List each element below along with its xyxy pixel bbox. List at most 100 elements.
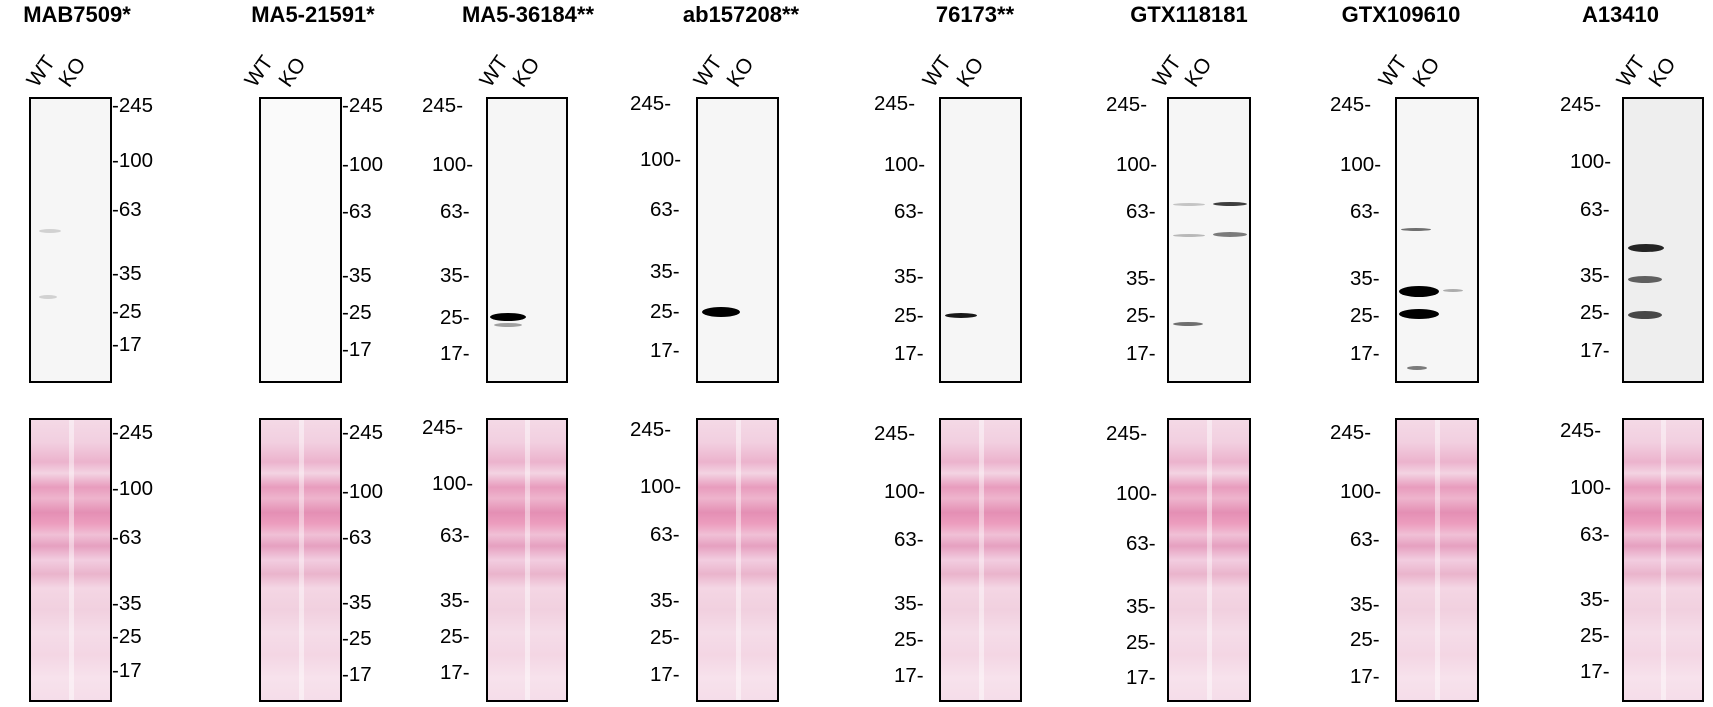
mw-marker: -35	[112, 262, 142, 285]
mw-marker: 245-	[422, 94, 464, 117]
mw-marker: 63-	[650, 198, 680, 221]
mw-marker: 63-	[1350, 528, 1380, 551]
ponceau-stain-image	[939, 418, 1022, 702]
mw-marker: 100-	[640, 148, 682, 171]
mw-marker: 35-	[1350, 593, 1380, 616]
ponceau-stain-image	[1167, 418, 1251, 702]
lane-label-ko: KO	[1180, 53, 1217, 92]
lane-label-wt: WT	[475, 51, 513, 92]
mw-marker: 245-	[630, 92, 672, 115]
mw-marker: 25-	[894, 304, 924, 327]
western-blot-image	[939, 97, 1022, 383]
mw-marker: 100-	[1570, 476, 1612, 499]
mw-marker: -100	[112, 477, 154, 500]
mw-marker: 25-	[1350, 628, 1380, 651]
mw-marker: 17-	[650, 339, 680, 362]
blot-panel-gtx118181: GTX118181 WT KO 245- 100- 63- 35- 25- 17…	[1070, 0, 1284, 707]
mw-marker: 25-	[1350, 304, 1380, 327]
mw-marker: 245-	[874, 422, 916, 445]
panel-title: MA5-21591*	[251, 2, 375, 27]
mw-marker: 25-	[1580, 624, 1610, 647]
panel-title: GTX109610	[1341, 2, 1461, 27]
lane-label-wt: WT	[1612, 51, 1650, 92]
lane-label-wt: WT	[918, 51, 956, 92]
mw-marker: 63-	[1580, 198, 1610, 221]
mw-marker: 63-	[1126, 200, 1156, 223]
mw-marker: 17-	[1350, 665, 1380, 688]
blot-panel-ma5-21591: MA5-21591* WT KO -245 -100 -63 -35 -25 -…	[214, 0, 428, 707]
mw-marker: 245-	[1106, 422, 1148, 445]
mw-marker: 17-	[440, 342, 470, 365]
mw-marker: 35-	[894, 592, 924, 615]
blot-panel-76173: 76173** WT KO 245- 100- 63- 35- 25- 17- …	[856, 0, 1070, 707]
mw-marker: -245	[342, 94, 384, 117]
mw-marker: -100	[342, 480, 384, 503]
mw-marker: 17-	[894, 342, 924, 365]
band	[39, 229, 61, 233]
band	[1399, 286, 1439, 297]
mw-marker: 25-	[894, 628, 924, 651]
mw-marker: 245-	[630, 418, 672, 441]
mw-marker: -25	[112, 300, 142, 323]
mw-marker: 245-	[1106, 93, 1148, 116]
band	[945, 313, 977, 318]
lane-label-wt: WT	[240, 51, 278, 92]
western-blot-image	[29, 97, 112, 383]
mw-marker: 63-	[894, 528, 924, 551]
panel-title: MAB7509*	[23, 2, 131, 27]
mw-marker: 25-	[650, 626, 680, 649]
mw-marker: 17-	[650, 663, 680, 686]
ponceau-stain-image	[29, 418, 112, 702]
mw-marker: 63-	[650, 523, 680, 546]
mw-marker: -100	[342, 153, 384, 176]
band	[1401, 228, 1431, 231]
mw-marker: 63-	[894, 200, 924, 223]
mw-marker: 35-	[650, 260, 680, 283]
blot-panel-gtx109610: GTX109610 WT KO 245- 100- 63- 35- 25- 17…	[1284, 0, 1498, 707]
blot-panel-a13410: A13410 WT KO 245- 100- 63- 35- 25- 17- 2…	[1498, 0, 1712, 707]
mw-marker: 100-	[432, 472, 474, 495]
mw-marker: 25-	[1126, 304, 1156, 327]
band	[1628, 244, 1664, 252]
band	[1443, 289, 1463, 292]
ponceau-stain-image	[1622, 418, 1704, 702]
band	[1213, 202, 1247, 206]
western-blot-image	[1622, 97, 1704, 383]
mw-marker: 25-	[440, 306, 470, 329]
lane-label-ko: KO	[1644, 53, 1681, 92]
mw-marker: -25	[112, 625, 142, 648]
mw-marker: -35	[112, 592, 142, 615]
mw-marker: 63-	[1126, 532, 1156, 555]
ponceau-stain-image	[1395, 418, 1479, 702]
mw-marker: -245	[112, 421, 154, 444]
mw-marker: 25-	[650, 300, 680, 323]
mw-marker: 17-	[1126, 342, 1156, 365]
panel-title: 76173**	[935, 2, 1015, 27]
mw-marker: 100-	[884, 153, 926, 176]
mw-marker: 35-	[1580, 264, 1610, 287]
western-blot-image	[486, 97, 568, 383]
lane-label-ko: KO	[952, 53, 989, 92]
mw-marker: -17	[342, 663, 372, 686]
lane-label-wt: WT	[1148, 51, 1186, 92]
mw-marker: -245	[342, 421, 384, 444]
mw-marker: 35-	[1126, 595, 1156, 618]
mw-marker: 100-	[640, 475, 682, 498]
blot-panel-ab157208: ab157208** WT KO 245- 100- 63- 35- 25- 1…	[630, 0, 856, 707]
mw-marker: -17	[112, 659, 142, 682]
mw-marker: 100-	[1340, 153, 1382, 176]
mw-marker: 63-	[1350, 200, 1380, 223]
band	[1399, 309, 1439, 319]
mw-marker: 63-	[440, 200, 470, 223]
mw-marker: 35-	[894, 265, 924, 288]
mw-marker: -63	[342, 200, 372, 223]
blot-panel-mab7509: MAB7509* WT KO -245 -100 -63 -35 -25 -17…	[0, 0, 214, 707]
lane-label-ko: KO	[508, 53, 545, 92]
lane-label-ko: KO	[1408, 53, 1445, 92]
mw-marker: 100-	[1340, 480, 1382, 503]
mw-marker: -245	[112, 94, 154, 117]
lane-label-wt: WT	[22, 51, 60, 92]
lane-label-ko: KO	[54, 53, 91, 92]
mw-marker: 25-	[1580, 301, 1610, 324]
mw-marker: 100-	[1570, 150, 1612, 173]
